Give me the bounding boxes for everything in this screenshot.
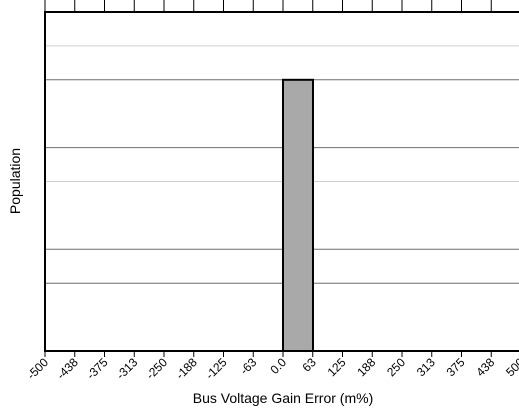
histogram-bar-0: [282, 78, 314, 353]
x-tick-label-2: -375: [84, 355, 111, 382]
top-tick-marks: [44, 0, 492, 12]
y-axis-title: Population: [7, 148, 23, 214]
x-tick-label-3: -313: [113, 355, 140, 382]
x-axis-title: Bus Voltage Gain Error (m%): [193, 390, 374, 406]
x-tick-label-0: -500: [24, 355, 51, 382]
x-tick-label-15: 438: [473, 355, 497, 379]
x-tick-label-6: -125: [203, 355, 230, 382]
x-tick-label-16: 500: [503, 355, 519, 379]
x-tick-label-12: 250: [384, 355, 408, 379]
x-tick-label-10: 125: [325, 355, 349, 379]
x-tick-label-1: -438: [54, 355, 81, 382]
x-tick-label-9: 63: [300, 355, 320, 375]
x-tick-labels: -500 -438 -375 -313 -250 -188 -125 -63 0.0 63 125 1…: [24, 355, 519, 382]
bottom-tick-marks: [44, 351, 492, 357]
x-tick-label-14: 375: [444, 355, 468, 379]
x-tick-label-5: -188: [173, 355, 200, 382]
x-tick-label-4: -250: [143, 355, 170, 382]
x-tick-label-11: 188: [354, 355, 378, 379]
x-tick-label-8: 0.0: [267, 355, 289, 377]
x-tick-label-7: -63: [237, 355, 259, 377]
x-tick-label-13: 313: [414, 355, 438, 379]
bars: [282, 78, 314, 353]
